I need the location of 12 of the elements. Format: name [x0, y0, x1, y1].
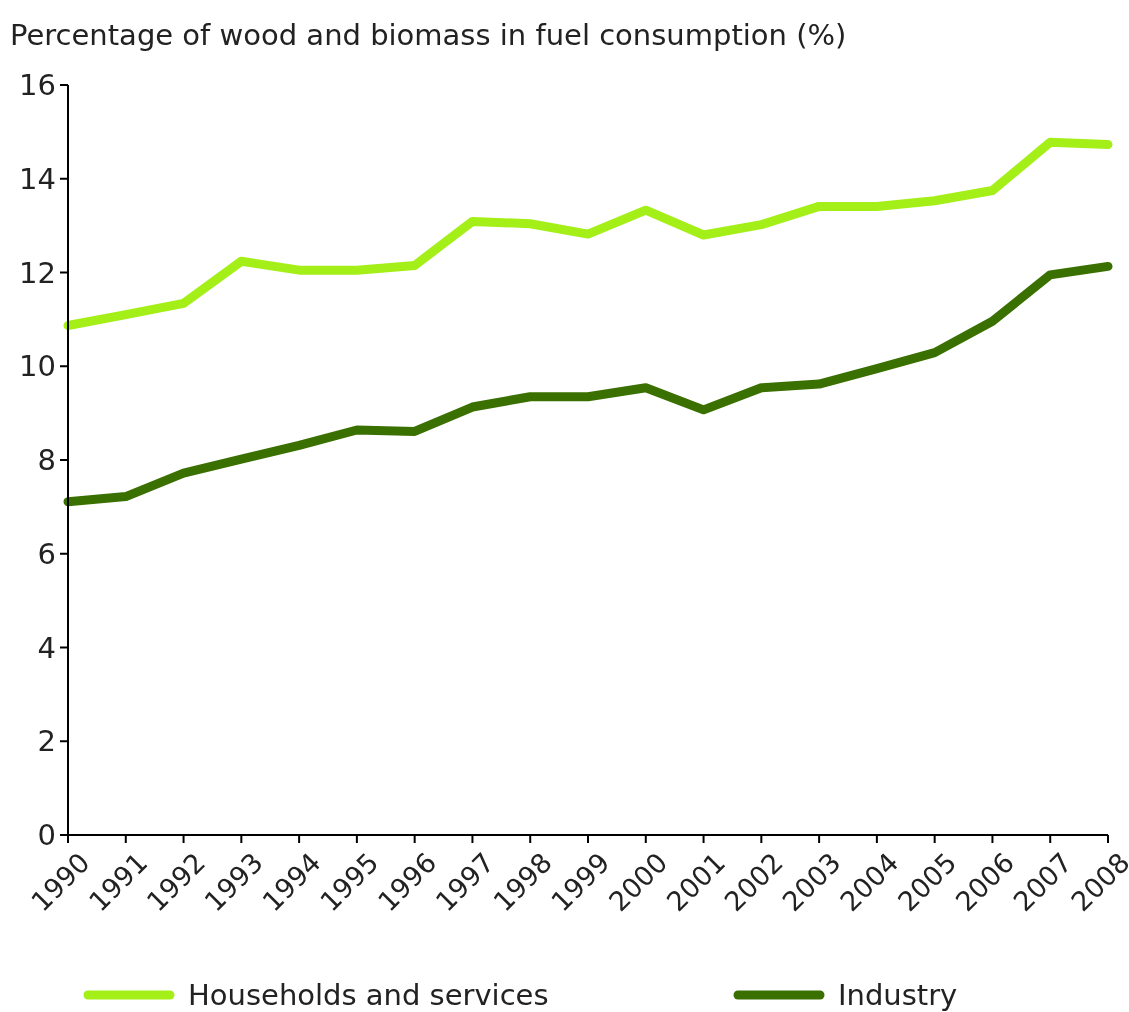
y-tick-label: 16	[19, 68, 56, 103]
y-tick-label: 4	[37, 630, 56, 665]
legend-label: Households and services	[188, 978, 549, 1012]
y-tick-label: 0	[37, 818, 56, 853]
y-tick-label: 6	[37, 536, 56, 571]
y-tick-label: 2	[37, 724, 56, 759]
chart-title: Percentage of wood and biomass in fuel consumption (%)	[10, 18, 847, 52]
y-tick-label: 12	[19, 255, 56, 290]
y-tick-label: 8	[37, 443, 56, 478]
legend-label: Industry	[838, 978, 958, 1012]
y-tick-label: 14	[19, 161, 56, 196]
y-tick-label: 10	[19, 349, 56, 384]
